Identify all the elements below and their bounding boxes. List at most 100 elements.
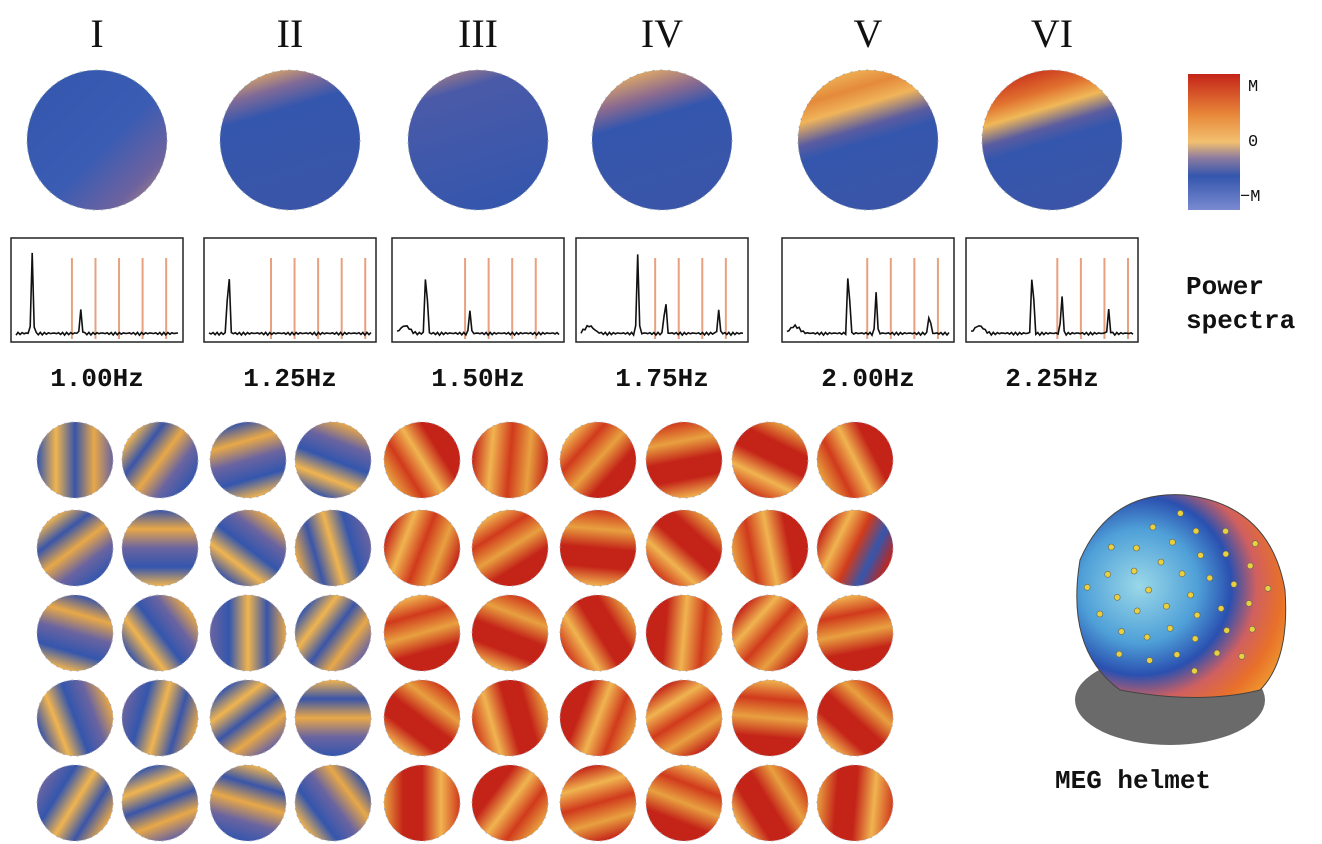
figure: I1.00HzII1.25HzIII1.50HzIV1.75HzV2.00HzV… (0, 0, 1322, 844)
power-spectrum (966, 238, 1138, 342)
power-spectrum (782, 238, 954, 342)
sensor-dot (1207, 575, 1213, 581)
sensor-dot (1105, 571, 1111, 577)
small-topographic-map (472, 510, 548, 586)
sensor-dot (1134, 608, 1140, 614)
small-topographic-map (210, 765, 286, 841)
sensor-dot (1158, 559, 1164, 565)
sensor-dot (1108, 544, 1114, 550)
sensor-dot (1247, 563, 1253, 569)
column-label: V (854, 10, 883, 57)
sensor-dot (1150, 524, 1156, 530)
sensor-dot (1146, 587, 1152, 593)
small-topographic-map (817, 680, 893, 756)
topographic-map (220, 70, 360, 210)
sensor-dot (1214, 650, 1220, 656)
small-topographic-map (646, 765, 722, 841)
sensor-dot (1116, 651, 1122, 657)
small-topographic-map (122, 765, 198, 841)
colorbar (1188, 74, 1240, 210)
sensor-dot (1097, 611, 1103, 617)
topographic-map (408, 70, 548, 210)
small-topographic-map (817, 422, 893, 498)
small-topographic-map (817, 595, 893, 671)
sensor-dot (1265, 585, 1271, 591)
sensor-dot (1249, 626, 1255, 632)
small-topographic-map (210, 595, 286, 671)
column-label: III (458, 10, 498, 57)
frequency-label: 1.25Hz (243, 364, 337, 394)
sensor-dot (1084, 584, 1090, 590)
small-topographic-map (732, 765, 808, 841)
small-topographic-map (37, 510, 113, 586)
sensor-dot (1194, 612, 1200, 618)
sensor-dot (1147, 657, 1153, 663)
small-topographic-map (384, 422, 460, 498)
small-topographic-map (37, 422, 113, 498)
small-topographic-map (295, 595, 371, 671)
small-topographic-map (560, 765, 636, 841)
frequency-label: 2.25Hz (1005, 364, 1099, 394)
topographic-map (592, 70, 732, 210)
power-spectrum (11, 238, 183, 342)
small-topographic-map (646, 510, 722, 586)
topographic-map (27, 70, 167, 210)
small-topographic-map (472, 595, 548, 671)
sensor-dot (1174, 652, 1180, 658)
power-spectrum (204, 238, 376, 342)
small-topographic-map (295, 422, 371, 498)
sensor-dot (1198, 552, 1204, 558)
small-topographic-map (295, 510, 371, 586)
small-topographic-map (295, 680, 371, 756)
power-spectra-label: Power spectra (1186, 270, 1322, 338)
sensor-dot (1188, 592, 1194, 598)
sensor-dot (1192, 636, 1198, 642)
sensor-dot (1223, 528, 1229, 534)
small-topographic-map (37, 595, 113, 671)
sensor-dot (1231, 581, 1237, 587)
spectrum-frame (966, 238, 1138, 342)
sensor-dot (1177, 510, 1183, 516)
small-topographic-map (122, 680, 198, 756)
power-spectrum (576, 238, 748, 342)
frequency-label: 2.00Hz (821, 364, 915, 394)
small-topographic-map (295, 765, 371, 841)
small-topographic-map (817, 510, 893, 586)
small-topographic-map (122, 422, 198, 498)
small-topographic-map (210, 510, 286, 586)
meg-helmet (1075, 495, 1286, 745)
meg-helmet-label: MEG helmet (1055, 766, 1211, 796)
small-topographic-map (384, 595, 460, 671)
spectrum-frame (392, 238, 564, 342)
sensor-dot (1193, 528, 1199, 534)
small-topographic-map (646, 422, 722, 498)
sensor-dot (1167, 625, 1173, 631)
small-topographic-map (384, 680, 460, 756)
small-topographic-map (732, 510, 808, 586)
small-topographic-map (122, 595, 198, 671)
small-topographic-map (732, 422, 808, 498)
small-topographic-map (210, 680, 286, 756)
small-topographic-map (210, 422, 286, 498)
small-topographic-map (560, 595, 636, 671)
sensor-dot (1119, 629, 1125, 635)
spectrum-frame (11, 238, 183, 342)
sensor-dot (1239, 653, 1245, 659)
sensor-dot (1133, 545, 1139, 551)
frequency-label: 1.75Hz (615, 364, 709, 394)
column-label: I (90, 10, 103, 57)
small-topographic-map (732, 595, 808, 671)
colorbar-zero-label: 0 (1248, 133, 1258, 152)
column-label: II (277, 10, 304, 57)
colorbar-min-label: −M (1240, 188, 1260, 207)
small-topographic-map (646, 595, 722, 671)
topographic-map (982, 70, 1122, 210)
small-topographic-map (646, 680, 722, 756)
sensor-dot (1246, 600, 1252, 606)
power-spectrum (392, 238, 564, 342)
sensor-dot (1218, 606, 1224, 612)
small-topographic-map (472, 765, 548, 841)
small-topographic-map (37, 680, 113, 756)
small-topographic-map (560, 680, 636, 756)
small-topographic-map (560, 510, 636, 586)
